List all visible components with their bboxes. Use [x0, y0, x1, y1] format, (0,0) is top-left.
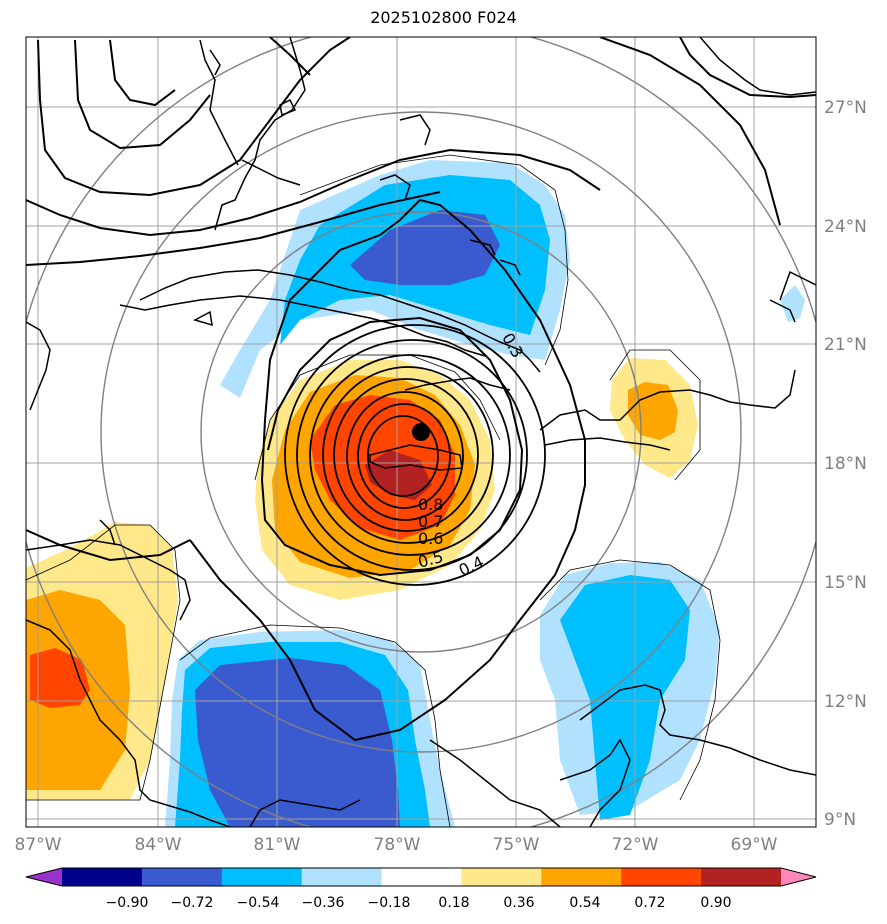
lon-label: 84°W	[135, 835, 182, 855]
coastlines	[26, 37, 816, 827]
lat-label: 15°N	[824, 573, 867, 593]
colorbar-swatch	[381, 868, 462, 886]
blue-dark-sw	[195, 658, 400, 827]
colorbar-tick-label: −0.72	[171, 895, 214, 911]
colorbar-swatch	[621, 868, 702, 886]
plot-title: 2025102800 F024	[370, 8, 517, 27]
colorbar-tick-label: −0.36	[302, 895, 345, 911]
contour-label-0-8: 0.8	[418, 495, 443, 514]
blue-mid-east	[560, 575, 690, 820]
map-frame	[25, 36, 817, 828]
blue-small-ne	[780, 285, 805, 322]
range-rings	[26, 37, 816, 827]
colorbar-tick-label: 0.72	[634, 895, 665, 911]
contour-label-0-7: 0.7	[418, 512, 443, 531]
lat-axis: 27°N 24°N 21°N 18°N 15°N 12°N 9°N	[824, 98, 867, 830]
thin-contours	[26, 154, 721, 827]
blue-dark-north	[350, 210, 500, 285]
shading-layer	[26, 160, 805, 827]
colorbar-tick-label: −0.90	[106, 895, 149, 911]
colorbar-swatch	[141, 868, 223, 886]
colorbar-tick-label: 0.90	[700, 895, 731, 911]
colorbar-tick-label: 0.18	[438, 895, 469, 911]
map-layers: 0.3 0.4 0.5 0.6 0.7 0.8	[26, 37, 816, 827]
lat-label: 21°N	[824, 335, 867, 355]
storm-center-marker	[412, 423, 430, 441]
colorbar-extend-low	[26, 868, 62, 886]
colorbar-swatches	[26, 868, 816, 886]
colorbar-tick-label: −0.18	[368, 895, 411, 911]
lat-label: 12°N	[824, 692, 867, 712]
lat-label: 18°N	[824, 454, 867, 474]
lon-axis: 87°W 84°W 81°W 78°W 75°W 72°W 69°W	[15, 835, 778, 855]
lon-label: 87°W	[15, 835, 62, 855]
colorbar-swatch	[701, 868, 782, 886]
colorbar-extend-high	[781, 868, 816, 886]
colorbar-labels: −0.90 −0.72 −0.54 −0.36 −0.18 0.18 0.36 …	[106, 895, 732, 911]
lat-label: 24°N	[824, 217, 867, 237]
lon-label: 69°W	[731, 835, 778, 855]
lat-label: 27°N	[824, 98, 867, 118]
bold-contours	[26, 37, 816, 742]
lon-label: 78°W	[374, 835, 421, 855]
colorbar-tick-label: 0.36	[503, 895, 534, 911]
colorbar-swatch	[62, 868, 143, 886]
graticule	[26, 37, 816, 827]
lon-label: 72°W	[612, 835, 659, 855]
contour-label-0-6: 0.6	[418, 529, 443, 548]
colorbar-swatch	[461, 868, 542, 886]
colorbar: −0.90 −0.72 −0.54 −0.36 −0.18 0.18 0.36 …	[25, 867, 817, 911]
lon-label: 81°W	[254, 835, 301, 855]
lat-label: 9°N	[824, 810, 856, 830]
colorbar-tick-label: 0.54	[569, 895, 600, 911]
cyclone-contours	[284, 324, 546, 586]
colorbar-swatch	[541, 868, 622, 886]
colorbar-swatch	[301, 868, 383, 886]
colorbar-tick-label: −0.54	[237, 895, 280, 911]
colorbar-swatch	[221, 868, 303, 886]
colorbar-outline	[25, 867, 817, 887]
lon-label: 75°W	[493, 835, 540, 855]
